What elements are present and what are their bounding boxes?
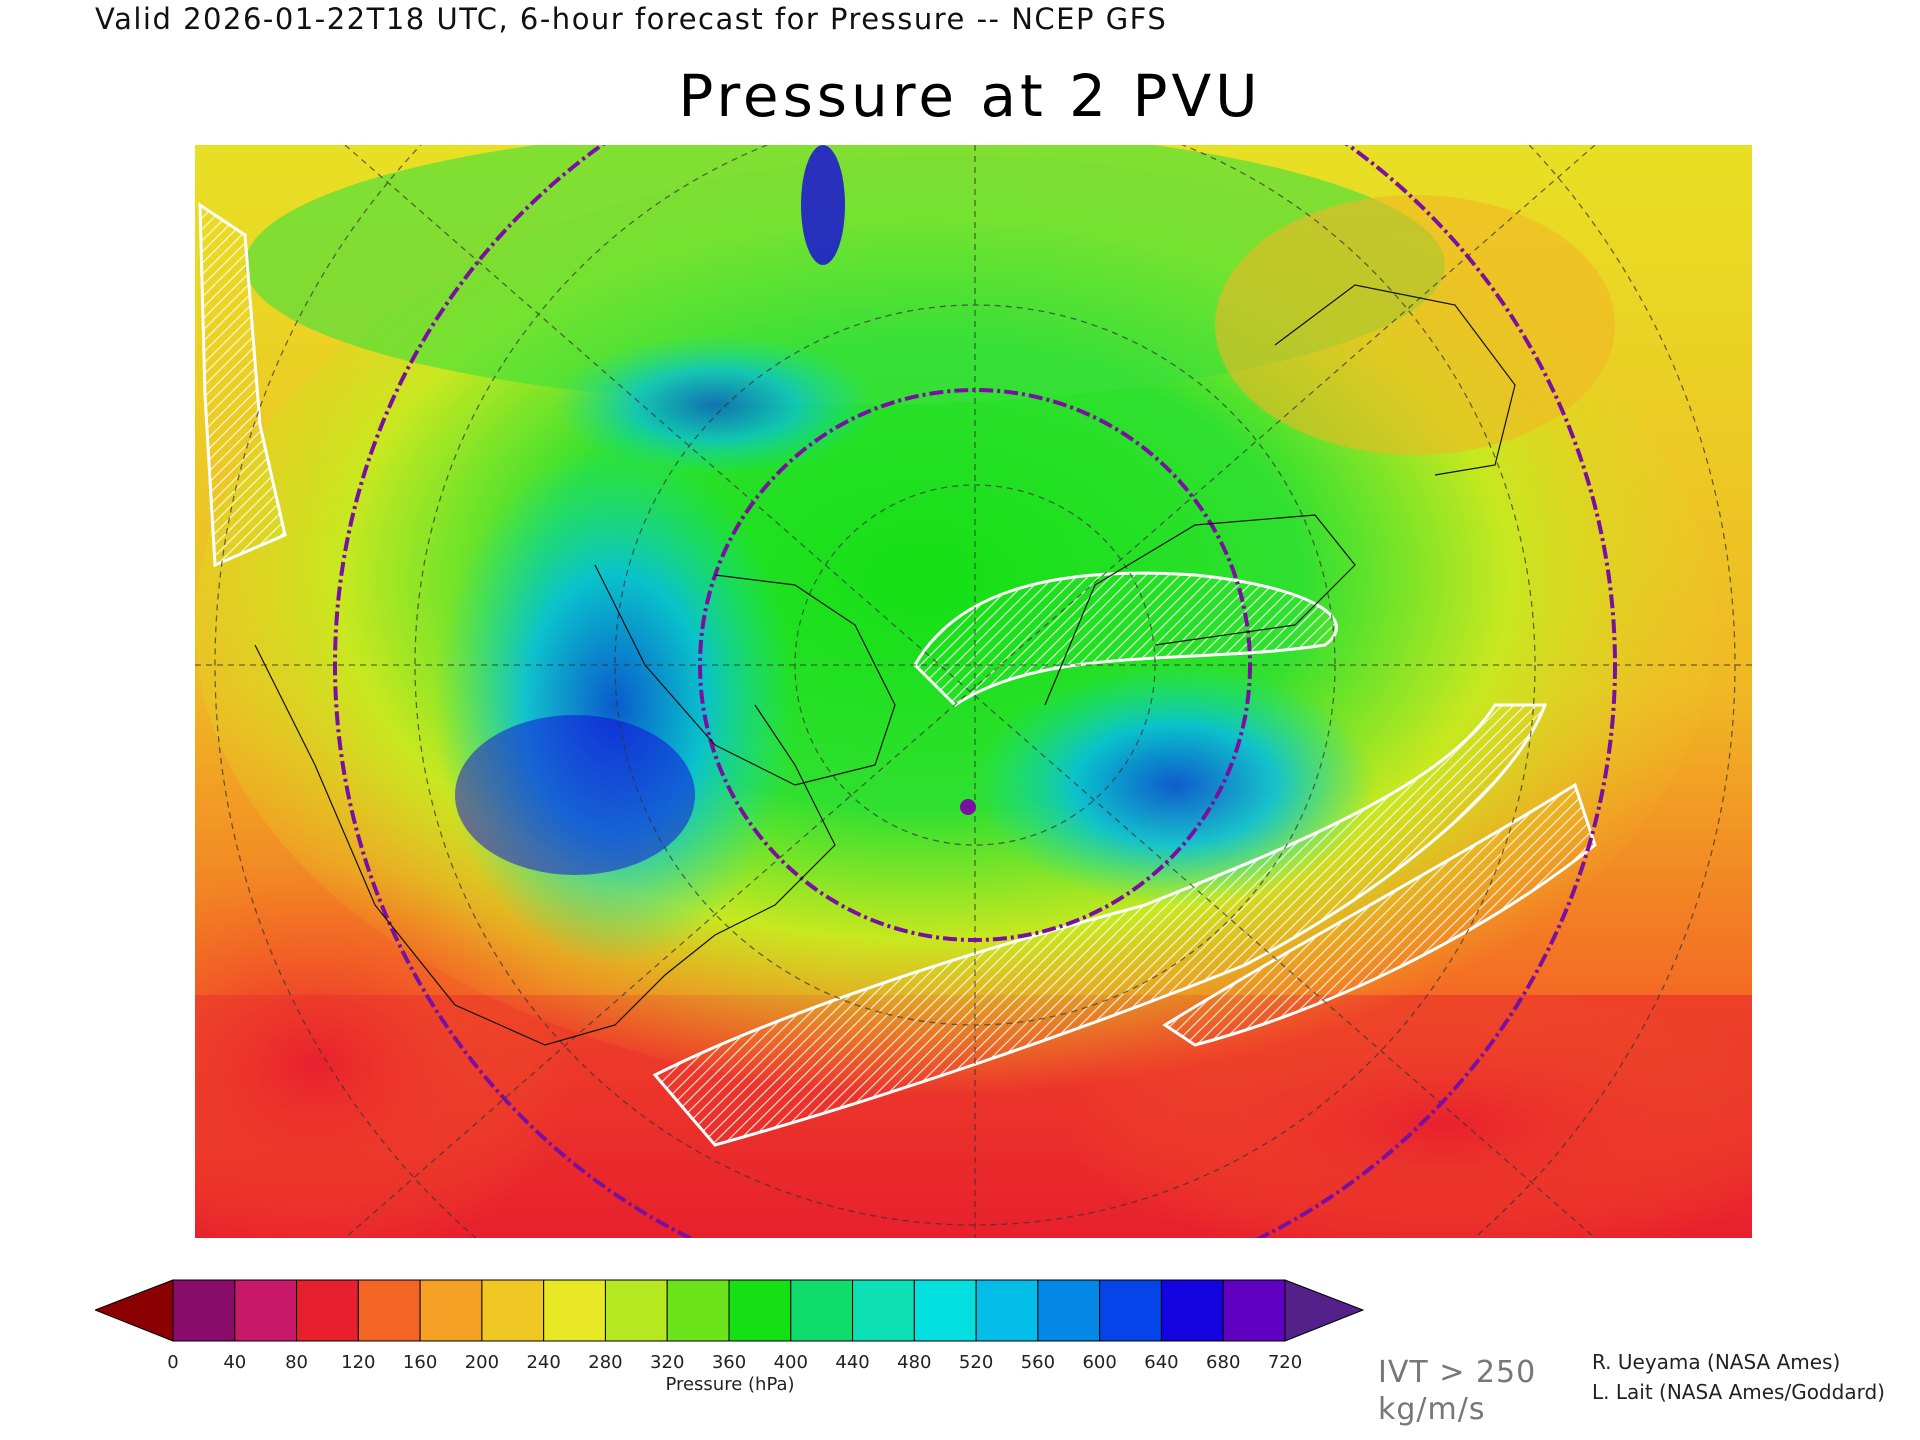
colorbar-swatch <box>852 1279 915 1342</box>
ivt-legend-line1: IVT > 250 <box>1378 1355 1537 1390</box>
colorbar-swatch <box>1099 1279 1162 1342</box>
colorbar-over-arrow <box>1284 1279 1365 1342</box>
colorbar-tick-label: 80 <box>285 1352 308 1373</box>
colorbar-tick-label: 160 <box>402 1352 438 1373</box>
ivt-region-pacific <box>1162 782 1597 1047</box>
map-red-subtropics-west <box>195 865 575 1238</box>
valid-time-caption: Valid 2026-01-22T18 UTC, 6-hour forecast… <box>95 2 1168 36</box>
colorbar-label: Pressure (hPa) <box>665 1374 795 1395</box>
map-orange-siberia <box>1215 195 1615 455</box>
colorbar-tick-label: 640 <box>1144 1352 1179 1373</box>
colorbar-tick-label: 600 <box>1082 1352 1117 1373</box>
colorbar-tick-label: 440 <box>835 1352 870 1373</box>
colorbar-tick-label: 280 <box>588 1352 623 1373</box>
colorbar-swatch <box>357 1279 421 1342</box>
colorbar-swatch <box>728 1279 792 1342</box>
colorbar-swatch <box>172 1279 236 1342</box>
ivt-region-europe <box>913 571 1338 707</box>
credit-line-2: L. Lait (NASA Ames/Goddard) <box>1592 1380 1885 1404</box>
colorbar-swatch <box>419 1279 483 1342</box>
colorbar-tick-label: 720 <box>1267 1352 1303 1373</box>
north-pole-marker <box>960 799 976 815</box>
pressure-map <box>195 145 1752 1238</box>
colorbar <box>95 1279 1365 1342</box>
colorbar-swatch <box>604 1279 668 1342</box>
ivt-region-westcoast <box>198 202 287 568</box>
ivt-legend-line2: kg/m/s <box>1378 1392 1486 1427</box>
map-green-band-north <box>245 145 1445 405</box>
colorbar-swatch <box>296 1279 359 1342</box>
colorbar-swatch <box>234 1279 298 1342</box>
colorbar-swatch <box>481 1279 545 1342</box>
colorbar-tick-label: 560 <box>1020 1352 1056 1373</box>
coastlines-borders <box>254 284 1516 1046</box>
map-blue-arctic-band <box>555 335 875 475</box>
colorbar-tick-label: 40 <box>223 1352 247 1373</box>
colorbar-tick-label: 680 <box>1206 1352 1241 1373</box>
colorbar-tick-label: 120 <box>341 1352 376 1373</box>
colorbar-swatch <box>666 1279 730 1342</box>
colorbar-swatch <box>1037 1279 1101 1342</box>
colorbar-tick-label: 320 <box>650 1352 685 1373</box>
ivt-overlay <box>198 202 1597 1147</box>
colorbar-tick-label: 480 <box>897 1352 932 1373</box>
colorbar-under-arrow <box>95 1279 174 1342</box>
credit-line-1: R. Ueyama (NASA Ames) <box>1592 1350 1841 1374</box>
tropopause-reference-circles <box>333 145 1617 1238</box>
map-red-subtropics-east <box>1065 985 1752 1238</box>
colorbar-swatch <box>975 1279 1039 1342</box>
colorbar-swatch <box>913 1279 977 1342</box>
colorbar-swatch <box>1222 1279 1286 1342</box>
colorbar-tick-label: 0 <box>167 1352 179 1373</box>
colorbar-swatch <box>1160 1279 1224 1342</box>
colorbar-tick-label: 200 <box>464 1352 500 1373</box>
colorbar-tick-label: 520 <box>958 1352 994 1373</box>
map-blue-swirl-atlantic <box>975 665 1375 905</box>
graticule <box>195 145 1752 1238</box>
colorbar-swatch <box>790 1279 854 1342</box>
colorbar-tick-label: 400 <box>773 1352 808 1373</box>
map-blue-spot-north <box>801 145 845 265</box>
chart-title: Pressure at 2 PVU <box>678 62 1262 130</box>
colorbar-swatch <box>543 1279 606 1342</box>
ivt-region-atlantic <box>652 703 1548 1147</box>
colorbar-tick-label: 360 <box>711 1352 747 1373</box>
map-blue-low-hudson <box>455 715 695 875</box>
colorbar-tick-label: 240 <box>526 1352 561 1373</box>
